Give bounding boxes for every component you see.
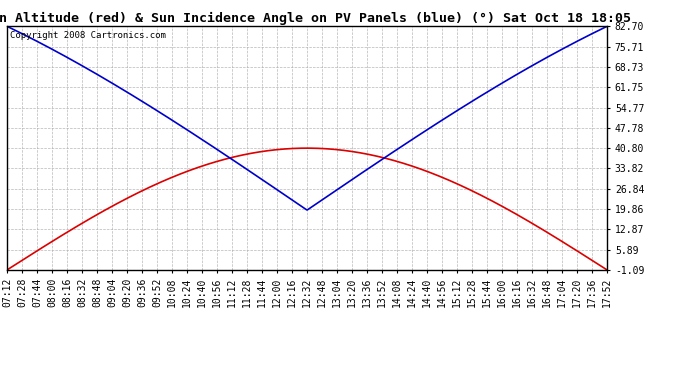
Text: Copyright 2008 Cartronics.com: Copyright 2008 Cartronics.com [10, 31, 166, 40]
Title: Sun Altitude (red) & Sun Incidence Angle on PV Panels (blue) (°) Sat Oct 18 18:0: Sun Altitude (red) & Sun Incidence Angle… [0, 12, 631, 25]
